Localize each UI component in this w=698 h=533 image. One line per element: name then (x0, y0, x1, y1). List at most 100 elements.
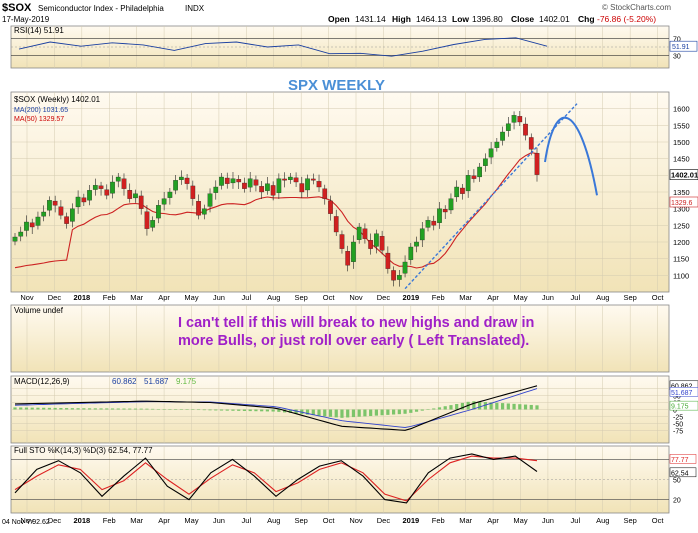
low-label: Low (452, 14, 469, 24)
candle-body (339, 234, 345, 249)
candle-body (104, 189, 110, 196)
macd-hist-bar (374, 409, 378, 416)
x-tick-label: 2019 (402, 516, 419, 525)
macd-hist-value: 9.175 (176, 377, 197, 386)
high-value: 1464.13 (416, 14, 447, 24)
macd-hist-bar (380, 409, 384, 416)
candle-body (356, 226, 362, 240)
macd-hist-bar (460, 402, 465, 410)
macd-hist-bar (248, 409, 252, 412)
macd-hist-bar (432, 408, 436, 410)
rsi-line (18, 37, 548, 57)
macd-signal-value: 60.862 (112, 377, 137, 386)
candle-body (144, 211, 150, 229)
candle-body (70, 208, 75, 222)
x-tick-label: Sep (294, 516, 307, 525)
price-y-tick: 1200 (673, 238, 690, 247)
macd-value-tag-text: 9.175 (671, 404, 689, 411)
macd-hist-bar (305, 409, 310, 415)
price-y-tick: 1500 (673, 138, 690, 147)
candle-body (87, 190, 92, 201)
candle-body (500, 131, 505, 141)
candle-body (230, 178, 236, 184)
bottom-left-readout: 04 Nov Y:92.62 (2, 519, 50, 526)
macd-hist-bar (47, 407, 52, 410)
exchange-label: INDX (185, 4, 205, 13)
candle-body (18, 231, 24, 237)
macd-hist-bar (449, 405, 453, 410)
macd-hist-bar (260, 409, 264, 412)
macd-hist-bar (311, 409, 315, 416)
ma50-legend: MA(50) 1329.57 (14, 116, 64, 123)
price-y-tick: 1300 (673, 205, 690, 214)
x-tick-label: Sep (623, 293, 636, 302)
x-tick-label: Apr (487, 516, 499, 525)
price-y-tick: 1600 (673, 105, 690, 114)
price-y-tick: 1150 (673, 255, 689, 264)
x-tick-label: Oct (652, 293, 665, 302)
candle-body (236, 179, 242, 183)
candle-body (75, 196, 81, 208)
x-tick-label: Nov (349, 293, 363, 302)
close-label: Close (511, 14, 534, 24)
x-tick-label: Jul (571, 516, 581, 525)
candle-body (454, 186, 460, 198)
projection-arc (544, 116, 598, 196)
candle-body (471, 175, 477, 179)
x-tick-label: Dec (48, 516, 62, 525)
macd-hist-bar (214, 409, 218, 411)
macd-hist-bar (70, 408, 74, 410)
macd-line (14, 385, 538, 431)
macd-hist-bar (478, 401, 482, 410)
macd-value-tag (669, 387, 698, 397)
macd-y-tick: -50 (673, 421, 683, 428)
x-tick-label: Jun (213, 293, 225, 302)
macd-hist-bar (271, 409, 275, 412)
candle-body (299, 183, 305, 193)
sto-y-tick: 20 (673, 498, 681, 505)
price-value-tag-text: 1402.01 (671, 171, 698, 180)
candle-body (150, 220, 156, 228)
x-tick-label: Dec (377, 516, 391, 525)
macd-hist-bar (409, 409, 413, 413)
sto-legend: Full STO %K(14,3) %D(3) 62.54, 77.77 (14, 446, 153, 455)
macd-hist-bar (334, 409, 338, 418)
candle-body (64, 216, 69, 224)
candle-body (385, 252, 391, 269)
macd-hist-bar (179, 409, 183, 410)
macd-hist-bar (414, 409, 419, 412)
macd-hist-bar (529, 404, 533, 410)
candle-body (133, 193, 138, 199)
macd-hist-bar (156, 408, 161, 410)
sto-y-tick: 50 (673, 478, 681, 485)
candle-body (190, 185, 196, 199)
candle-body (333, 216, 339, 233)
macd-hist-bar (93, 408, 97, 410)
macd-hist-bar (495, 402, 499, 410)
macd-hist-bar (30, 407, 34, 410)
macd-hist-bar (443, 406, 447, 410)
macd-hist-bar (133, 408, 138, 410)
candle-body (505, 123, 511, 131)
symbol-label: $SOX (2, 2, 32, 14)
macd-hist-bar (139, 408, 143, 410)
price-panel: 1600155015001450140013501300125012001150… (11, 103, 698, 290)
candle-body (442, 209, 448, 213)
x-tick-label: Feb (432, 516, 445, 525)
macd-legend: MACD(12,26,9) (14, 377, 70, 386)
x-tick-label: Jun (542, 516, 554, 525)
macd-hist-bar (386, 409, 390, 415)
date-label: 17-May-2019 (2, 15, 50, 24)
macd-hist-bar (426, 409, 430, 410)
chg-label: Chg (578, 14, 595, 24)
macd-y-tick: 0 (673, 408, 677, 415)
candle-body (253, 179, 259, 186)
x-tick-label: Mar (130, 516, 143, 525)
ma50-value-tag-text: 1329.6 (671, 200, 693, 207)
candle-body (396, 275, 402, 280)
x-tick-label: 2018 (73, 516, 90, 525)
macd-signal-line (14, 388, 538, 428)
macd-hist-bar (328, 409, 333, 417)
ma50-line (14, 152, 538, 269)
candle-body (391, 270, 396, 281)
